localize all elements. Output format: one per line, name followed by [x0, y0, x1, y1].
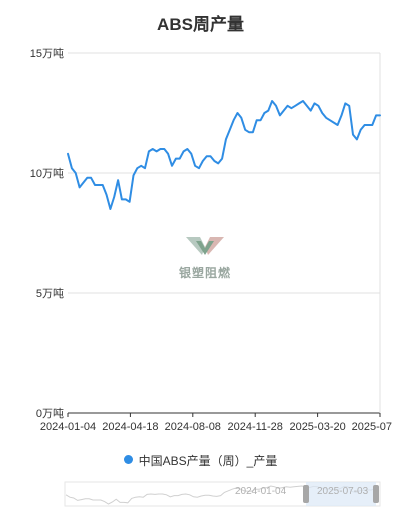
y-tick-label: 0万吨: [36, 407, 64, 420]
y-tick-label: 5万吨: [36, 287, 64, 300]
grid-lines: [68, 52, 381, 414]
slider-handle-right[interactable]: [373, 485, 379, 503]
slider-selected-range[interactable]: [306, 482, 376, 506]
chart-title: ABS周产量: [157, 15, 244, 34]
y-tick-label: 15万吨: [30, 47, 64, 60]
x-axis: 2024-01-04 2024-04-18 2024-08-08 2024-11-28…: [40, 413, 392, 433]
data-zoom-slider[interactable]: [0, 478, 401, 511]
series-line: [67, 100, 381, 210]
x-tick-label: 2024-11-28: [227, 421, 282, 433]
legend[interactable]: 中国ABS产量（周）_产量: [0, 452, 401, 469]
x-tick-label: 2024-04-18: [102, 421, 158, 433]
slider-start-label: 2024-01-04: [235, 486, 287, 497]
legend-label: 中国ABS产量（周）_产量: [138, 454, 278, 468]
legend-marker: [123, 455, 133, 464]
watermark-logo-icon: [186, 237, 224, 255]
slider-end-label: 2025-07-03: [317, 486, 369, 497]
y-axis: 0万吨 5万吨 10万吨 15万吨: [30, 47, 64, 420]
x-tick-label: 2025-07: [352, 421, 392, 433]
x-tick-label: 2024-08-08: [165, 421, 221, 433]
slider-handle-left[interactable]: [303, 485, 309, 503]
y-tick-label: 10万吨: [30, 167, 64, 180]
x-tick-label: 2025-03-20: [289, 421, 345, 433]
watermark: 银塑阻燃: [172, 235, 238, 281]
watermark-text: 银塑阻燃: [178, 266, 231, 280]
x-tick-label: 2024-01-04: [40, 421, 96, 433]
